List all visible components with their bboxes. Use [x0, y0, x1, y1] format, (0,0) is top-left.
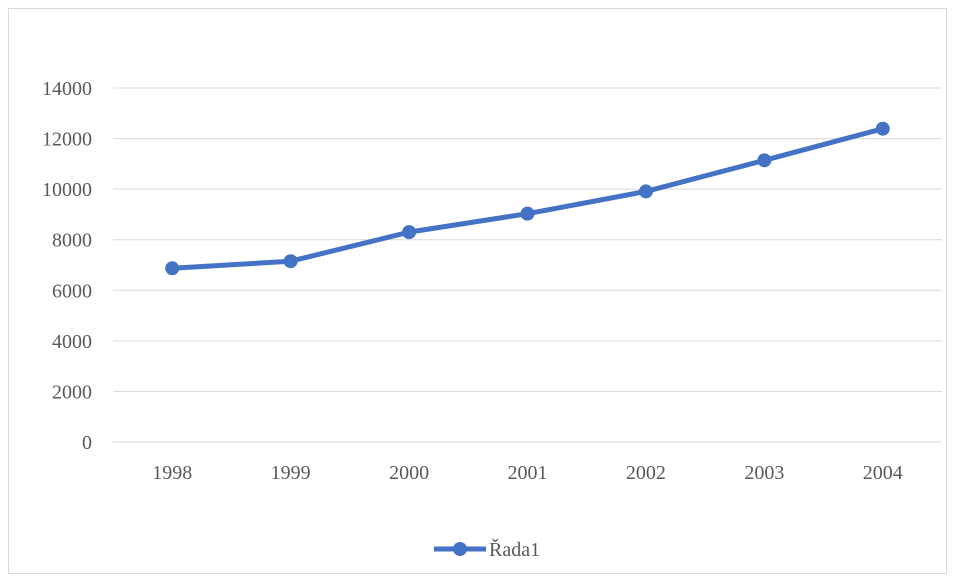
data-point	[638, 184, 653, 199]
x-tick-label: 2002	[626, 462, 666, 484]
y-tick-label: 10000	[42, 179, 92, 201]
x-tick-label: 2000	[389, 462, 429, 484]
series-line	[169, 126, 886, 271]
x-axis-tick-labels: 1998 1999 2000 2001 2002 2003 2004	[152, 462, 903, 484]
legend-marker-swatch	[453, 542, 467, 556]
y-tick-label: 0	[82, 432, 92, 454]
y-tick-label: 4000	[52, 331, 92, 353]
x-tick-label: 2004	[863, 462, 903, 484]
data-point	[757, 153, 772, 168]
y-tick-label: 8000	[52, 230, 92, 252]
data-point	[875, 121, 890, 136]
data-point	[165, 261, 180, 276]
x-tick-label: 2003	[744, 462, 784, 484]
data-point	[283, 254, 298, 269]
data-points	[165, 121, 890, 276]
legend: Řada1	[434, 538, 540, 561]
gridlines	[113, 87, 942, 443]
y-tick-label: 6000	[52, 280, 92, 302]
legend-entry-label: Řada1	[489, 538, 540, 561]
chart-area	[8, 8, 947, 574]
x-tick-label: 1998	[152, 462, 192, 484]
y-tick-label: 12000	[42, 129, 92, 151]
y-axis-tick-labels: 0 2000 4000 6000 8000 10000 12000 14000	[42, 78, 92, 454]
x-tick-label: 2001	[508, 462, 548, 484]
y-tick-label: 2000	[52, 381, 92, 403]
x-tick-label: 1999	[271, 462, 311, 484]
data-point	[520, 206, 535, 221]
data-point	[402, 225, 417, 240]
y-tick-label: 14000	[42, 78, 92, 100]
